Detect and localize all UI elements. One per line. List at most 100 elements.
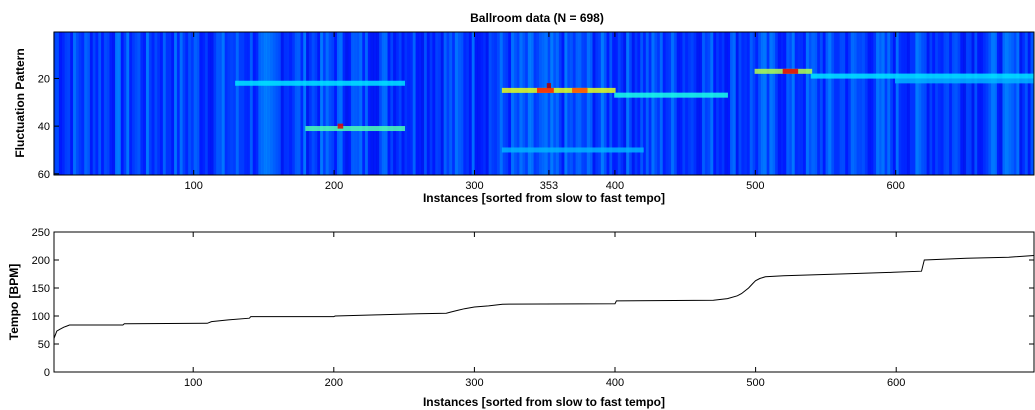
- heatmap-column: [418, 32, 421, 175]
- heatmap-column: [421, 32, 424, 175]
- heatmap-column: [935, 32, 938, 175]
- heatmap-column: [842, 32, 845, 175]
- heatmap-column: [643, 32, 646, 175]
- heatmap-column: [340, 32, 343, 175]
- heatmap-column: [660, 32, 663, 175]
- heatmap-column: [373, 32, 376, 175]
- heatmap-column: [84, 32, 87, 175]
- heatmap-column: [121, 32, 124, 175]
- heatmap-column: [177, 32, 180, 175]
- heatmap-column: [966, 32, 969, 175]
- heatmap-column: [101, 32, 104, 175]
- heatmap-column: [317, 32, 320, 175]
- heatmap-column: [295, 32, 298, 175]
- heatmap-column: [938, 32, 941, 175]
- heatmap-column: [705, 32, 708, 175]
- heatmap-column: [132, 32, 135, 175]
- heatmap-column: [688, 32, 691, 175]
- heatmap-column: [559, 32, 562, 175]
- heatmap-column: [354, 32, 357, 175]
- heatmap-column: [298, 32, 301, 175]
- heatmap-column: [663, 32, 666, 175]
- heatmap-column: [199, 32, 202, 175]
- heatmap-column: [1016, 32, 1019, 175]
- heatmap-column: [862, 32, 865, 175]
- heatmap-column: [328, 32, 331, 175]
- heatmap-column: [960, 32, 963, 175]
- heatmap-column: [1028, 32, 1031, 175]
- heatmap-column: [1019, 32, 1022, 175]
- heatmap-column: [216, 32, 219, 175]
- heatmap-column: [430, 32, 433, 175]
- heatmap-column: [604, 32, 607, 175]
- heatmap-column: [991, 32, 994, 175]
- heatmap-column: [182, 32, 185, 175]
- heatmap-column: [508, 32, 511, 175]
- heatmap-column: [107, 32, 110, 175]
- heatmap-column: [637, 32, 640, 175]
- heatmap-column: [767, 32, 770, 175]
- heatmap-column: [427, 32, 430, 175]
- heatmap-column: [503, 32, 506, 175]
- heatmap-column: [486, 32, 489, 175]
- heatmap-hotspot: [502, 88, 616, 93]
- heatmap-column: [267, 32, 270, 175]
- heatmap-column: [845, 32, 848, 175]
- heatmap-column: [227, 32, 230, 175]
- heatmap-column: [475, 32, 478, 175]
- heatmap-column: [331, 32, 334, 175]
- heatmap-column: [143, 32, 146, 175]
- heatmap-column: [983, 32, 986, 175]
- heatmap-column: [519, 32, 522, 175]
- heatmap-column: [646, 32, 649, 175]
- heatmap-column: [609, 32, 612, 175]
- heatmap-column: [174, 32, 177, 175]
- heatmap-y-tick-label: 20: [38, 73, 50, 85]
- heatmap-column: [138, 32, 141, 175]
- heatmap-column: [988, 32, 991, 175]
- heatmap-column: [239, 32, 242, 175]
- heatmap-column: [724, 32, 727, 175]
- heatmap-column: [632, 32, 635, 175]
- heatmap-column: [612, 32, 615, 175]
- heatmap-column: [208, 32, 211, 175]
- tempo-x-tick-label: 300: [465, 377, 483, 389]
- heatmap-column: [730, 32, 733, 175]
- heatmap-column: [685, 32, 688, 175]
- heatmap-column: [702, 32, 705, 175]
- heatmap-column: [629, 32, 632, 175]
- heatmap-y-axis-label: Fluctuation Pattern: [13, 48, 27, 157]
- heatmap-column: [775, 32, 778, 175]
- tempo-y-axis-label: Tempo [BPM]: [7, 264, 21, 340]
- tempo-frame: [54, 232, 1034, 372]
- tempo-y-tick-label: 250: [32, 227, 50, 239]
- tempo-x-tick-label: 600: [887, 377, 905, 389]
- heatmap-column: [621, 32, 624, 175]
- heatmap-column: [581, 32, 584, 175]
- heatmap-column: [977, 32, 980, 175]
- heatmap-hotspot: [305, 126, 405, 131]
- heatmap-column: [635, 32, 638, 175]
- heatmap-column: [974, 32, 977, 175]
- heatmap-column: [222, 32, 225, 175]
- heatmap-column: [699, 32, 702, 175]
- heatmap-column: [93, 32, 96, 175]
- heatmap-column: [590, 32, 593, 175]
- heatmap-column: [410, 32, 413, 175]
- heatmap-column: [654, 32, 657, 175]
- heatmap-column: [255, 32, 258, 175]
- heatmap-column: [514, 32, 517, 175]
- heatmap-column: [694, 32, 697, 175]
- heatmap-column: [455, 32, 458, 175]
- heatmap-column: [399, 32, 402, 175]
- heatmap-column: [792, 32, 795, 175]
- heatmap-column: [90, 32, 93, 175]
- heatmap-column: [1008, 32, 1011, 175]
- heatmap-column: [710, 32, 713, 175]
- heatmap-column: [278, 32, 281, 175]
- heatmap-column: [595, 32, 598, 175]
- heatmap-hotspot: [783, 69, 798, 74]
- heatmap-column: [62, 32, 65, 175]
- heatmap-y-tick-label: 60: [38, 169, 50, 181]
